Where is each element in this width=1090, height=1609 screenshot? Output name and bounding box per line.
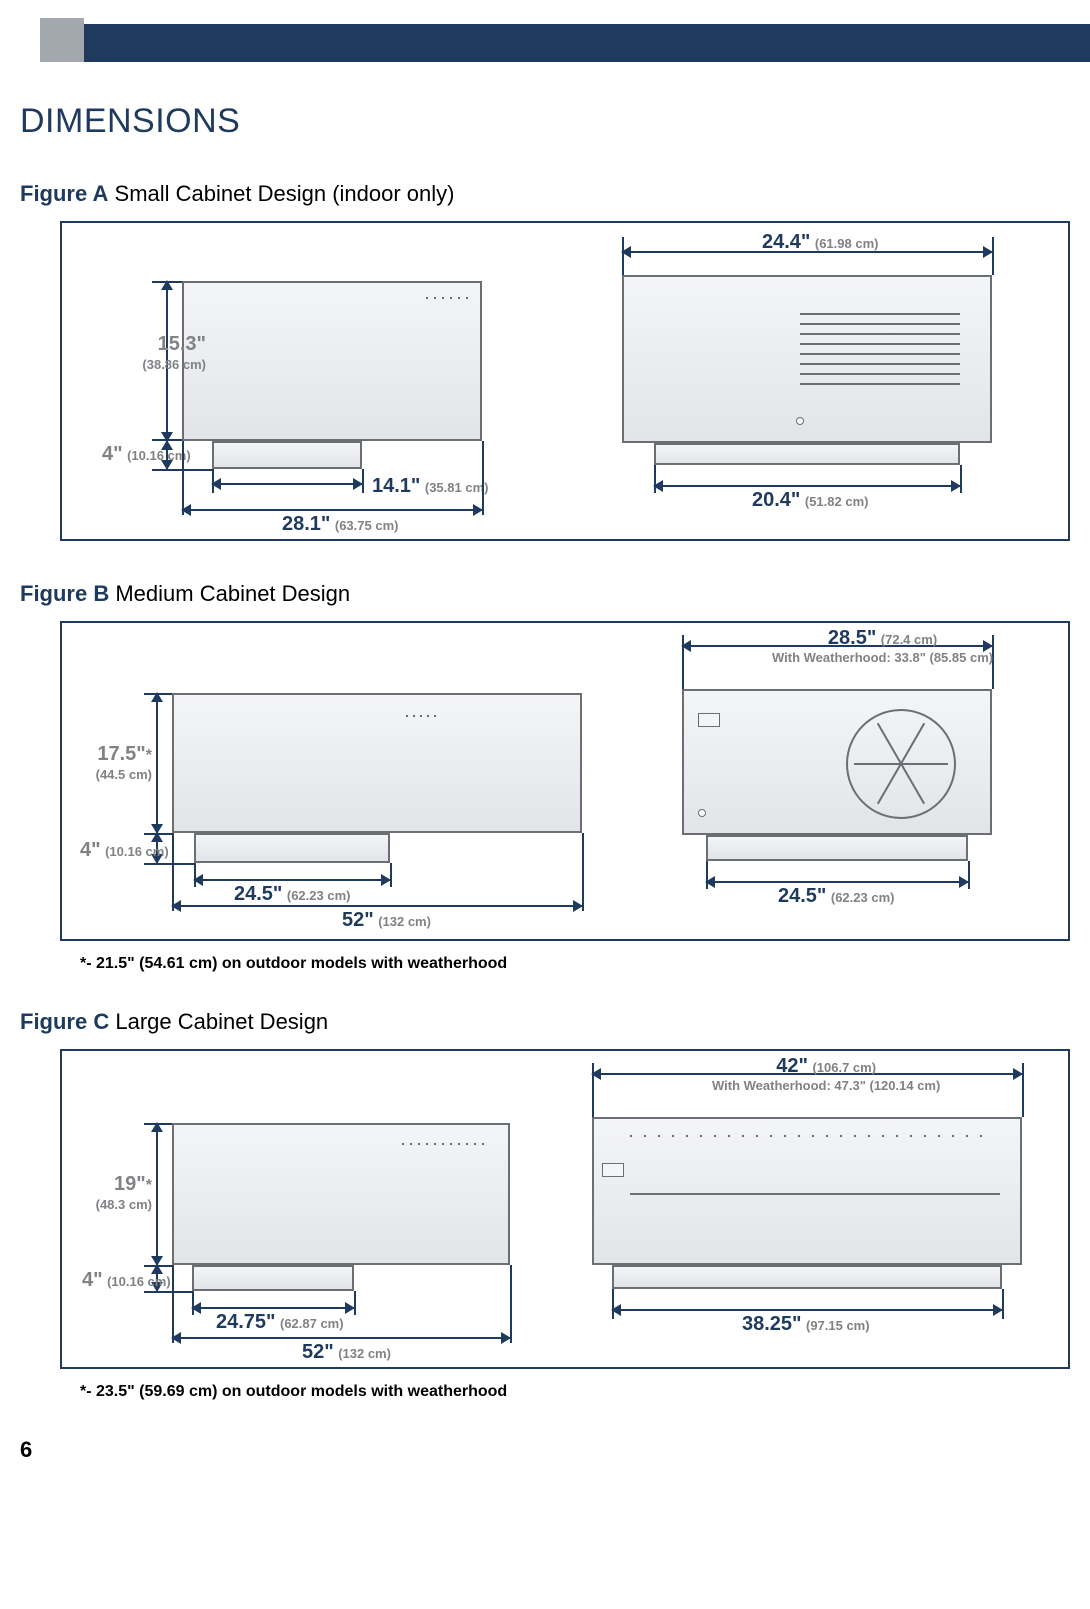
fig-b-side-base <box>194 833 390 863</box>
fig-c-dim-depth-total: 52" (132 cm) <box>302 1341 391 1364</box>
fig-b-fan-icon <box>846 709 956 819</box>
fig-a-dim-height-lower: 4" (10.16 cm) <box>102 443 191 466</box>
figure-a-title: Figure A Small Cabinet Design (indoor on… <box>20 181 1070 207</box>
fig-a-side-base <box>212 441 362 469</box>
fig-c-side-cabinet <box>172 1123 510 1265</box>
fig-a-front-cabinet <box>622 275 992 443</box>
fig-c-front-base <box>612 1265 1002 1289</box>
fig-b-dim-width-base: 24.5" (62.23 cm) <box>778 885 894 908</box>
fig-a-dim-depth-inner: 14.1" (35.81 cm) <box>372 475 488 498</box>
fig-b-side-cabinet <box>172 693 582 833</box>
fig-c-front-grille <box>630 1135 1000 1251</box>
figure-c-box: 19"* (48.3 cm) 4" (10.16 cm) 24.75" (62.… <box>60 1049 1070 1369</box>
figure-c-label: Figure C <box>20 1009 109 1034</box>
fig-a-dim-depth-total: 28.1" (63.75 cm) <box>282 513 398 536</box>
fig-a-dim-width-top: 24.4" (61.98 cm) <box>762 231 878 254</box>
fig-c-dim-depth-inner: 24.75" (62.87 cm) <box>216 1311 344 1334</box>
fig-b-badge <box>698 713 720 727</box>
fig-b-dim-depth-inner: 24.5" (62.23 cm) <box>234 883 350 906</box>
header-gray-square <box>40 18 84 62</box>
header-bar <box>0 0 1090 62</box>
fig-c-dim-width-base: 38.25" (97.15 cm) <box>742 1313 870 1336</box>
fig-a-side-grille <box>422 297 472 407</box>
fig-c-front-cabinet <box>592 1117 1022 1265</box>
fig-a-dim-width-base: 20.4" (51.82 cm) <box>752 489 868 512</box>
page-number: 6 <box>20 1437 1090 1463</box>
fig-b-dim-height-upper: 17.5"* (44.5 cm) <box>86 743 152 784</box>
fig-b-front-base <box>706 835 968 861</box>
figure-a-label: Figure A <box>20 181 108 206</box>
figure-c-desc: Large Cabinet Design <box>115 1009 328 1034</box>
fig-b-front-cabinet <box>682 689 992 835</box>
figure-b-box: 17.5"* (44.5 cm) 4" (10.16 cm) 24.5" (62… <box>60 621 1070 941</box>
fig-a-dim-height-upper: 15.3" (38.86 cm) <box>116 333 206 374</box>
fig-b-dim-width-top: 28.5" (72.4 cm) With Weatherhood: 33.8" … <box>772 627 993 665</box>
figure-b-label: Figure B <box>20 581 109 606</box>
header-blue-stripe <box>70 24 1090 62</box>
fig-b-dim-depth-total: 52" (132 cm) <box>342 909 431 932</box>
fig-a-front-grille <box>800 307 960 397</box>
fig-c-side-grille <box>400 1143 490 1251</box>
fig-b-side-grille <box>404 715 444 819</box>
figure-a-box: 15.3" (38.86 cm) 4" (10.16 cm) 14.1" (35… <box>60 221 1070 541</box>
fig-c-dim-height-lower: 4" (10.16 cm) <box>82 1269 171 1292</box>
fig-c-side-base <box>192 1265 354 1291</box>
figure-b-title: Figure B Medium Cabinet Design <box>20 581 1070 607</box>
page-content: DIMENSIONS Figure A Small Cabinet Design… <box>0 102 1090 1401</box>
figure-c-footnote: *- 23.5" (59.69 cm) on outdoor models wi… <box>80 1383 1070 1401</box>
figure-c-title: Figure C Large Cabinet Design <box>20 1009 1070 1035</box>
figure-b-desc: Medium Cabinet Design <box>115 581 350 606</box>
figure-a-desc: Small Cabinet Design (indoor only) <box>115 181 455 206</box>
figure-b-footnote: *- 21.5" (54.61 cm) on outdoor models wi… <box>80 955 1070 973</box>
fig-b-dim-height-lower: 4" (10.16 cm) <box>80 839 169 862</box>
page-title: DIMENSIONS <box>20 102 1070 141</box>
fig-c-dim-height-upper: 19"* (48.3 cm) <box>94 1173 152 1214</box>
fig-a-front-base <box>654 443 960 465</box>
fig-c-dim-width-top: 42" (106.7 cm) With Weatherhood: 47.3" (… <box>712 1055 940 1093</box>
fig-a-side-cabinet <box>182 281 482 441</box>
fig-c-badge <box>602 1163 624 1177</box>
